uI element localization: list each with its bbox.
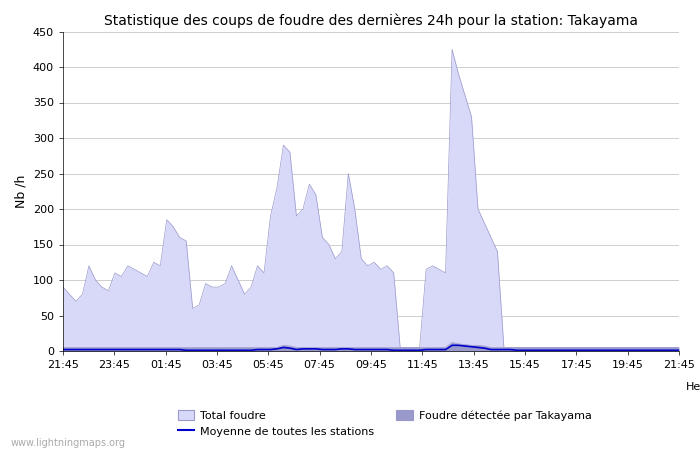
- Text: Heure: Heure: [686, 382, 700, 392]
- Y-axis label: Nb /h: Nb /h: [14, 175, 27, 208]
- Text: www.lightningmaps.org: www.lightningmaps.org: [10, 438, 125, 448]
- Legend: Total foudre, Moyenne de toutes les stations, Foudre détectée par Takayama: Total foudre, Moyenne de toutes les stat…: [174, 405, 596, 441]
- Title: Statistique des coups de foudre des dernières 24h pour la station: Takayama: Statistique des coups de foudre des dern…: [104, 13, 638, 27]
